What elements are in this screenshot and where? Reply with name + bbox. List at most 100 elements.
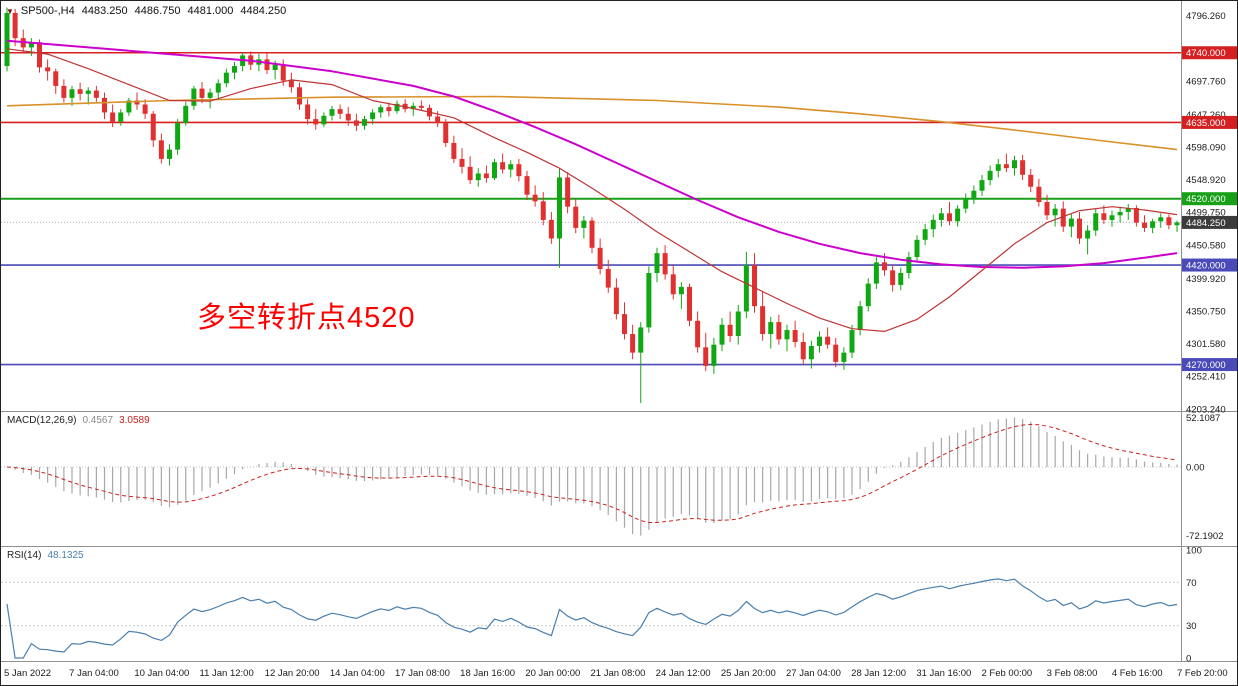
candle-body xyxy=(979,180,985,191)
candle-body xyxy=(280,64,286,81)
candle-body xyxy=(955,208,961,222)
candle-body xyxy=(223,72,229,84)
candle-body xyxy=(329,109,335,116)
candle-body xyxy=(264,59,270,70)
price-levels xyxy=(1,51,1181,366)
time-axis-label: 31 Jan 16:00 xyxy=(916,668,971,679)
candle-body xyxy=(906,257,912,274)
candle-body xyxy=(272,64,278,70)
candle-body xyxy=(1125,207,1131,212)
price-tag xyxy=(1182,258,1237,272)
candle-body xyxy=(1028,174,1034,187)
candle-body xyxy=(662,253,668,275)
candle-body xyxy=(53,71,59,86)
candle-body xyxy=(914,239,920,258)
candle-body xyxy=(191,88,197,106)
candle-body xyxy=(183,105,189,124)
candle-body xyxy=(85,90,91,94)
candle-body xyxy=(581,220,587,228)
candle-body xyxy=(1077,218,1082,239)
rsi-panel xyxy=(1,578,1181,659)
panel-frame xyxy=(1,1,1237,662)
candle-body xyxy=(687,286,692,321)
rsi-line xyxy=(6,578,1178,659)
annotation-text: 多空转折点4520 xyxy=(197,302,416,334)
time-axis-label: 18 Jan 16:00 xyxy=(460,668,515,679)
candle-body xyxy=(670,274,676,295)
candle-body xyxy=(1036,186,1042,203)
candle-body xyxy=(1052,208,1058,216)
candle-body xyxy=(394,103,400,112)
candle-body xyxy=(963,198,969,209)
candle-body xyxy=(589,220,595,248)
ohlc-low: 4481.000 xyxy=(187,5,234,17)
candle-body xyxy=(784,330,790,340)
candle-body xyxy=(882,262,887,271)
candle-body xyxy=(792,330,798,343)
time-axis-label: 17 Jan 08:00 xyxy=(395,668,450,679)
candle-body xyxy=(548,219,554,239)
candle-body xyxy=(865,283,871,307)
macd-signal-line xyxy=(6,423,1178,523)
candle-body xyxy=(638,327,644,353)
price-axis-label: 4697.760 xyxy=(1186,76,1226,87)
time-axis-label: 5 Jan 2022 xyxy=(4,668,51,679)
candle-body xyxy=(833,344,839,362)
candle-body xyxy=(353,120,359,126)
candle-body xyxy=(102,97,107,113)
candle-body xyxy=(110,112,116,122)
candle-body xyxy=(126,100,132,113)
candle-body xyxy=(695,320,701,348)
macd-axis-label: 52.1087 xyxy=(1186,413,1220,424)
moving-averages xyxy=(6,39,1178,332)
price-axis-label: 4252.410 xyxy=(1186,372,1226,383)
candle-body xyxy=(297,87,302,105)
time-axis-label: 11 Jan 12:00 xyxy=(200,668,254,679)
ohlc-close: 4484.250 xyxy=(240,5,287,17)
candle-body xyxy=(1060,208,1066,227)
time-axis-label: 4 Feb 16:00 xyxy=(1112,668,1163,679)
candle-body xyxy=(158,140,164,159)
candle-body xyxy=(995,164,1001,171)
macd-signal-value: 3.0589 xyxy=(119,415,150,426)
candle-body xyxy=(719,324,725,345)
price-axis-label: 4548.920 xyxy=(1186,175,1226,186)
candle-body xyxy=(557,177,562,239)
candle-body xyxy=(475,173,481,181)
time-axis-label: 24 Jan 12:00 xyxy=(656,668,711,679)
candle-body xyxy=(735,311,741,337)
candle-body xyxy=(28,42,34,48)
price-tag xyxy=(1182,115,1237,129)
price-axis-label: 4499.750 xyxy=(1186,208,1226,219)
macd-value: 0.4567 xyxy=(82,415,114,426)
candle-body xyxy=(800,342,806,360)
candle-body xyxy=(841,352,847,362)
rsi-axis-label: 0 xyxy=(1186,654,1191,665)
candle-body xyxy=(443,123,449,143)
candle-body xyxy=(313,119,319,125)
ohlc-open: 4483.250 xyxy=(81,5,128,17)
price-tag-label: 4420.000 xyxy=(1186,261,1226,272)
candle-body xyxy=(508,164,514,170)
rsi-indicator-label: RSI(14) 48.1325 xyxy=(7,550,84,561)
candle-body xyxy=(857,306,863,331)
candle-body xyxy=(930,219,936,230)
candle-body xyxy=(565,177,571,207)
candle-body xyxy=(768,322,774,335)
candle-body xyxy=(386,107,392,112)
price-tag xyxy=(1182,215,1237,229)
candle-body xyxy=(825,336,831,345)
price-tag-label: 4484.250 xyxy=(1186,218,1226,229)
rsi-axis-label: 100 xyxy=(1186,546,1202,557)
candle-body xyxy=(1158,217,1164,222)
candle-body xyxy=(45,67,51,72)
time-axis-label: 10 Jan 04:00 xyxy=(134,668,189,679)
candle-body xyxy=(752,265,757,307)
price-tag xyxy=(1182,46,1237,60)
rsi-axis-label: 70 xyxy=(1186,578,1197,589)
candle-body xyxy=(345,113,351,121)
candlesticks xyxy=(4,7,1180,404)
candle-body xyxy=(1093,213,1099,231)
candle-body xyxy=(922,229,928,240)
